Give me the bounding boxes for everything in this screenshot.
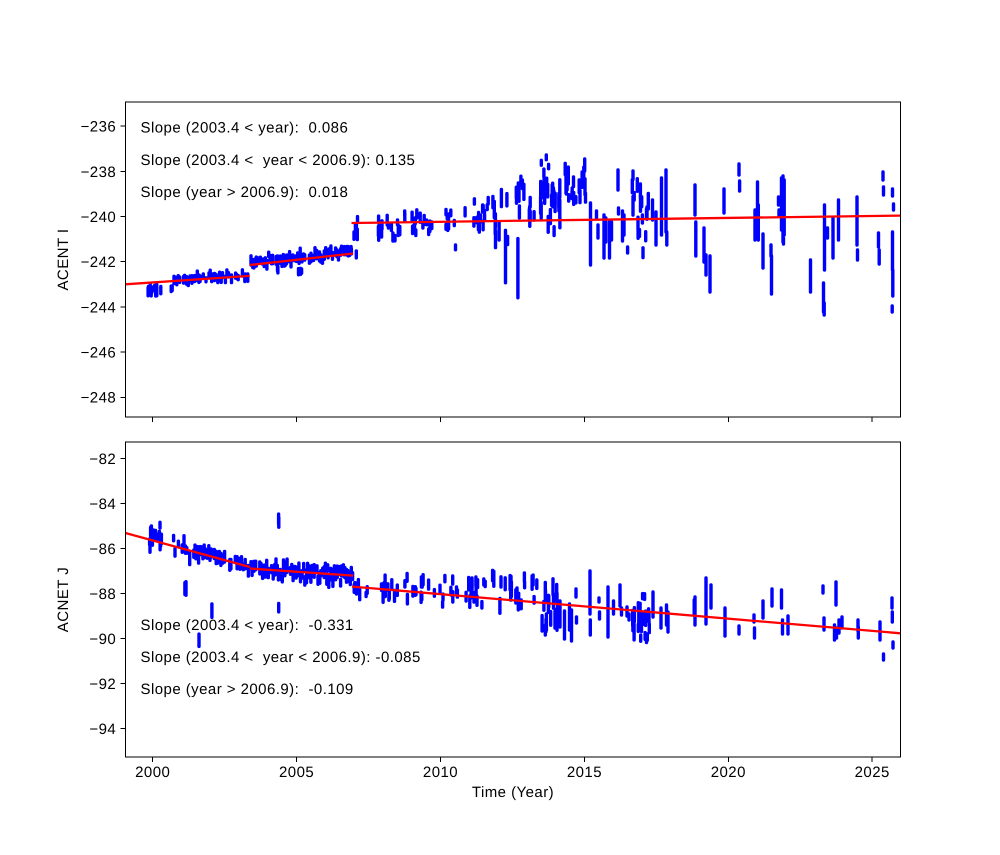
svg-text:−90: −90 (89, 631, 116, 648)
svg-text:2010: 2010 (423, 764, 458, 781)
svg-text:2005: 2005 (279, 764, 314, 781)
svg-text:−244: −244 (81, 299, 117, 316)
svg-text:−82: −82 (89, 451, 116, 468)
svg-text:Slope (year > 2006.9): -0.109: Slope (year > 2006.9): -0.109 (141, 681, 354, 698)
svg-text:Slope (2003.4 < year): -0.331: Slope (2003.4 < year): -0.331 (141, 617, 354, 634)
svg-text:2025: 2025 (855, 764, 890, 781)
svg-text:−94: −94 (89, 721, 116, 738)
svg-text:−242: −242 (81, 254, 117, 271)
svg-text:Time (Year): Time (Year) (472, 784, 554, 801)
svg-text:−84: −84 (89, 496, 116, 513)
svg-text:ACENT I: ACENT I (55, 228, 72, 290)
svg-text:−86: −86 (89, 541, 116, 558)
svg-text:Slope (2003.4 < year): 0.086: Slope (2003.4 < year): 0.086 (141, 120, 349, 137)
svg-text:−92: −92 (89, 676, 116, 693)
svg-text:2000: 2000 (135, 764, 170, 781)
svg-text:ACNET J: ACNET J (55, 567, 72, 632)
svg-text:−238: −238 (81, 164, 117, 181)
svg-text:Slope (year > 2006.9): 0.018: Slope (year > 2006.9): 0.018 (141, 184, 349, 201)
svg-text:−240: −240 (81, 209, 117, 226)
svg-text:Slope (2003.4 < year < 2006.9: Slope (2003.4 < year < 2006.9): -0.085 (141, 649, 421, 666)
svg-text:−236: −236 (81, 119, 117, 136)
svg-text:2015: 2015 (567, 764, 602, 781)
svg-text:−88: −88 (89, 586, 116, 603)
svg-text:−248: −248 (81, 390, 117, 407)
svg-text:−246: −246 (81, 345, 117, 362)
svg-text:Slope (2003.4 < year < 2006.9: Slope (2003.4 < year < 2006.9): 0.135 (141, 152, 416, 169)
svg-text:2020: 2020 (711, 764, 746, 781)
